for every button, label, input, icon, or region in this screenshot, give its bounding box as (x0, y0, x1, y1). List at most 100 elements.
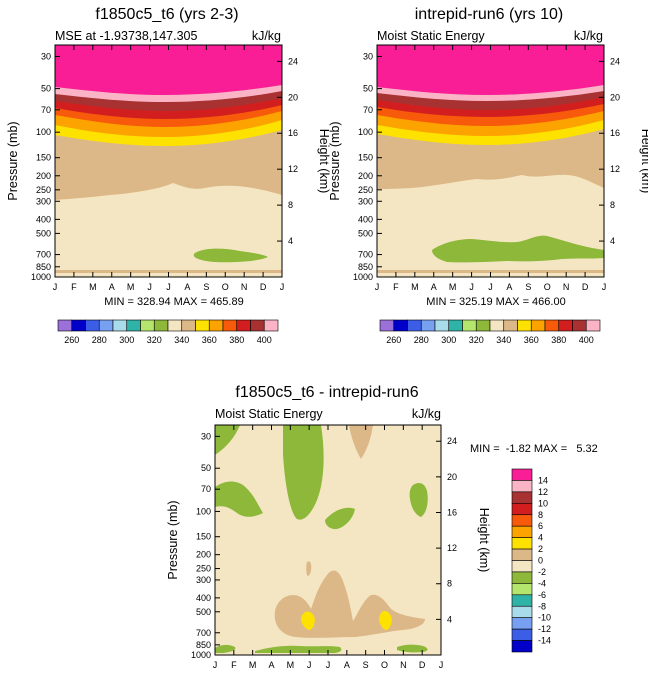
colorbar-box (489, 319, 505, 332)
panel-3-band-neg-bottom-center (255, 645, 342, 653)
panel-3-band-neg-bottom-right (397, 644, 428, 653)
height-tick-label: 4 (610, 236, 615, 246)
colorbar-box (511, 480, 533, 493)
panel-1-plot (55, 45, 282, 277)
panel-1-title: f1850c5_t6 (yrs 2-3) (95, 6, 238, 23)
colorbar-box (208, 319, 224, 332)
panel-2-band-top (377, 45, 604, 95)
colorbar-label: 380 (551, 335, 566, 345)
x-tick-label: N (400, 660, 407, 670)
colorbar-box (434, 319, 450, 332)
panel-1-subtitle-left: MSE at -1.93738,147.305 (55, 29, 198, 43)
colorbar-box (511, 548, 533, 561)
x-tick-label: J (326, 660, 331, 670)
panel-1-band-green-low (193, 248, 268, 263)
height-tick-label: 8 (447, 579, 452, 589)
colorbar-box (511, 525, 533, 538)
pressure-tick-label: 250 (36, 185, 51, 195)
colorbar-label: -2 (538, 567, 546, 577)
colorbar-box (393, 319, 408, 332)
pressure-tick-label: 850 (196, 640, 211, 650)
colorbar-label: 400 (257, 335, 272, 345)
x-tick-label: M (127, 282, 135, 292)
colorbar-box (511, 491, 533, 504)
x-tick-label: J (469, 282, 474, 292)
colorbar-label: 280 (92, 335, 107, 345)
colorbar-box (153, 319, 169, 332)
height-tick-label: 16 (288, 128, 298, 138)
x-tick-label: J (147, 282, 152, 292)
height-tick-label: 16 (610, 128, 620, 138)
pressure-tick-label: 700 (196, 628, 211, 638)
colorbar-label: 380 (229, 335, 244, 345)
x-tick-label: J (280, 282, 285, 292)
colorbar-label: 4 (538, 533, 543, 543)
pressure-tick-label: 700 (358, 250, 373, 260)
pressure-tick-label: 50 (41, 84, 51, 94)
panel-2-plot (377, 45, 604, 277)
panel-3-ylabel-right: Height (km) (477, 508, 491, 573)
colorbar-box (407, 319, 422, 332)
colorbar-box (503, 319, 518, 332)
panel-2-surface-line (377, 270, 604, 273)
pressure-tick-label: 50 (201, 463, 211, 473)
x-tick-label: J (488, 282, 493, 292)
colorbar-label: 340 (496, 335, 511, 345)
colorbar-label: 320 (147, 335, 162, 345)
colorbar-box (195, 319, 210, 332)
colorbar-box (222, 319, 238, 332)
colorbar-box (462, 319, 477, 332)
panel-1-ylabel-left: Pressure (mb) (6, 121, 20, 200)
x-tick-label: S (525, 282, 531, 292)
colorbar-box (511, 583, 533, 596)
panel-3-band-pos-top-right (349, 425, 373, 459)
pressure-tick-label: 30 (363, 51, 373, 61)
colorbar-label: 14 (538, 475, 548, 485)
colorbar-box (85, 319, 100, 332)
colorbar-box (511, 605, 533, 618)
pressure-tick-label: 100 (36, 127, 51, 137)
x-tick-label: S (363, 660, 369, 670)
x-tick-label: D (582, 282, 589, 292)
pressure-tick-label: 400 (196, 593, 211, 603)
panel-2-subtitle-left: Moist Static Energy (377, 29, 485, 43)
pressure-tick-label: 150 (196, 532, 211, 542)
x-tick-label: A (268, 660, 274, 670)
colorbar-box (511, 594, 533, 607)
pressure-tick-label: 30 (201, 431, 211, 441)
colorbar-box (511, 537, 533, 550)
height-tick-label: 12 (447, 543, 457, 553)
colorbar-label: -12 (538, 624, 551, 634)
colorbar-box (511, 628, 533, 641)
panel-3-subtitle-left: Moist Static Energy (215, 407, 323, 421)
colorbar-box (250, 319, 265, 332)
panel-1-ylabel-right: Height (km) (317, 129, 331, 194)
pressure-tick-label: 100 (196, 506, 211, 516)
x-tick-label: O (222, 282, 229, 292)
pressure-tick-label: 300 (36, 196, 51, 206)
colorbar-box (57, 319, 73, 332)
colorbar-box (511, 503, 533, 516)
colorbar-box (167, 319, 183, 332)
pressure-tick-label: 850 (358, 262, 373, 272)
height-tick-label: 24 (447, 436, 457, 446)
pressure-tick-label: 400 (36, 214, 51, 224)
panel-3-band-pos-spike (306, 561, 312, 576)
colorbar-box (511, 560, 533, 573)
colorbar-box (181, 319, 196, 332)
x-tick-label: J (307, 660, 312, 670)
x-tick-label: J (602, 282, 607, 292)
colorbar-label: 400 (579, 335, 594, 345)
x-tick-label: J (53, 282, 58, 292)
panel-3: f1850c5_t6 - intrepid-run6 Moist Static … (166, 384, 598, 670)
x-tick-label: A (184, 282, 190, 292)
pressure-tick-label: 70 (201, 484, 211, 494)
pressure-tick-label: 250 (358, 185, 373, 195)
colorbar-box (511, 468, 533, 481)
pressure-tick-label: 500 (196, 607, 211, 617)
colorbar-box (263, 319, 279, 332)
colorbar-label: 2 (538, 544, 543, 554)
height-tick-label: 8 (610, 200, 615, 210)
panel-3-subtitle-right: kJ/kg (412, 407, 441, 421)
